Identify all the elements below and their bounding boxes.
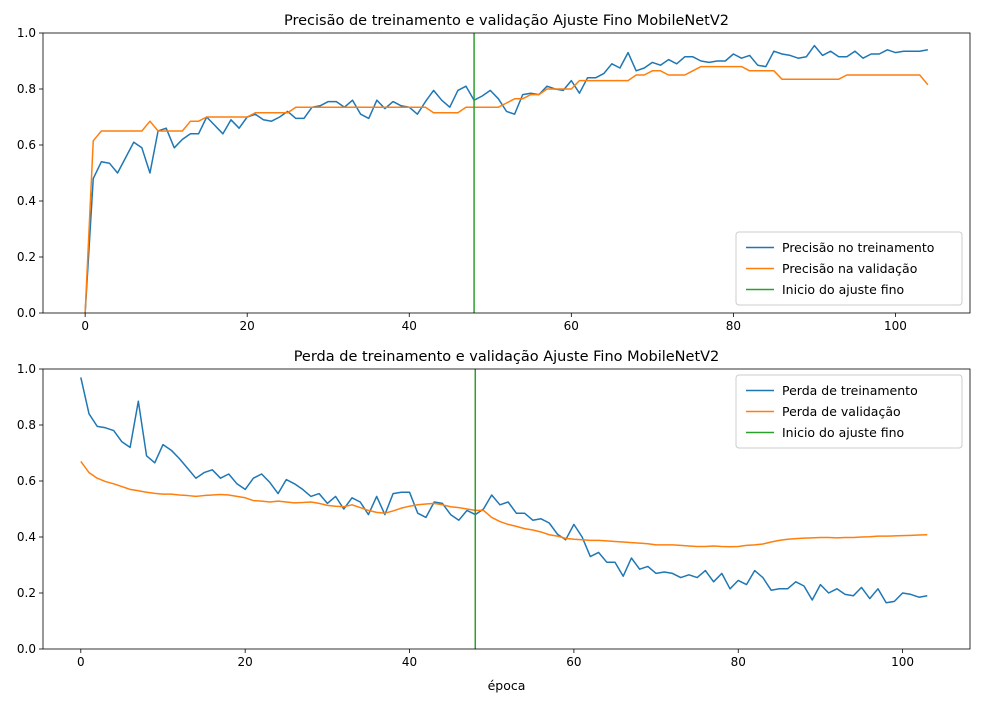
legend-label: Precisão no treinamento — [782, 240, 934, 255]
x-tick-label: 80 — [731, 655, 746, 669]
y-tick-label: 0.4 — [17, 194, 36, 208]
series-line — [80, 377, 928, 604]
chart-1: Precisão de treinamento e validação Ajus… — [17, 13, 971, 333]
series-line — [80, 460, 928, 548]
plot-area — [80, 369, 928, 649]
y-tick-label: 0.0 — [17, 642, 36, 656]
y-tick-label: 0.2 — [17, 586, 36, 600]
series-line — [84, 65, 929, 313]
axes-frame — [42, 368, 971, 650]
legend-label: Perda de validação — [782, 404, 901, 419]
legend-label: Inicio do ajuste fino — [782, 425, 904, 440]
legend: Precisão no treinamento Precisão na valid… — [735, 231, 963, 306]
y-tick-label: 0.2 — [17, 250, 36, 264]
axes-frame — [42, 32, 971, 314]
x-tick-label: 80 — [726, 319, 741, 333]
legend-box — [735, 231, 963, 306]
x-tick-label: 40 — [402, 655, 417, 669]
y-tick-label: 0.0 — [17, 306, 36, 320]
x-axis-label: época — [488, 678, 526, 693]
y-tick-label: 0.6 — [17, 138, 36, 152]
x-tick-label: 60 — [564, 319, 579, 333]
chart-2: Perda de treinamento e validação Ajuste … — [17, 349, 971, 693]
plot-area — [84, 33, 929, 313]
x-tick-label: 20 — [240, 319, 255, 333]
x-tick-label: 60 — [566, 655, 581, 669]
legend-label: Perda de treinamento — [782, 383, 918, 398]
y-tick-label: 1.0 — [17, 26, 36, 40]
y-tick-label: 0.8 — [17, 418, 36, 432]
chart-title: Perda de treinamento e validação Ajuste … — [294, 349, 720, 365]
chart-title: Precisão de treinamento e validação Ajus… — [284, 13, 729, 29]
y-tick-label: 0.8 — [17, 82, 36, 96]
y-tick-label: 1.0 — [17, 362, 36, 376]
y-tick-label: 0.4 — [17, 530, 36, 544]
x-tick-label: 40 — [402, 319, 417, 333]
y-tick-label: 0.6 — [17, 474, 36, 488]
x-tick-label: 0 — [77, 655, 85, 669]
legend: Perda de treinamento Perda de validação In… — [735, 374, 963, 449]
x-tick-label: 20 — [238, 655, 253, 669]
legend-label: Precisão na validação — [782, 261, 917, 276]
series-line — [84, 44, 928, 313]
legend-label: Inicio do ajuste fino — [782, 282, 904, 297]
x-tick-label: 100 — [891, 655, 914, 669]
x-tick-label: 0 — [81, 319, 89, 333]
legend-box — [735, 374, 963, 449]
x-tick-label: 100 — [884, 319, 907, 333]
